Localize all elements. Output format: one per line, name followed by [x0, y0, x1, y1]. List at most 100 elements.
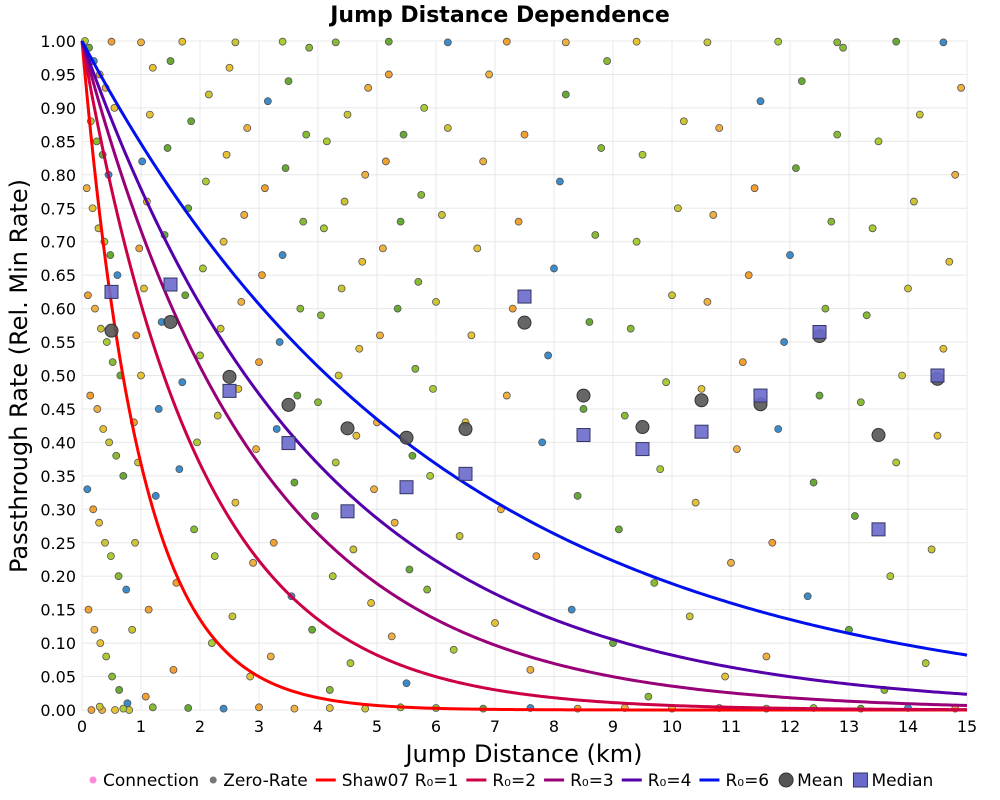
- connection-point: [514, 217, 523, 226]
- connection-point: [479, 157, 488, 166]
- connection-point: [402, 679, 411, 688]
- connection-point: [249, 558, 258, 567]
- connection-point: [325, 686, 334, 694]
- connection-point: [674, 204, 682, 213]
- connection-point: [827, 217, 836, 226]
- connection-point: [87, 706, 96, 714]
- connection-point: [768, 538, 777, 547]
- connection-point: [455, 532, 464, 540]
- connection-point: [308, 625, 317, 634]
- y-tick-labels: 0.00 0.05 0.10 0.15 0.20 0.25 0.30 0.35 0.40 0.45…: [40, 32, 76, 720]
- chart-title: Jump Distance Dependence: [328, 3, 670, 28]
- connection-point: [839, 43, 847, 52]
- connection-point: [319, 224, 328, 233]
- connection-point: [355, 344, 364, 353]
- legend-label: Zero-Rate: [223, 771, 308, 791]
- y-tick-label: 0.00: [40, 701, 76, 720]
- connection-point: [90, 625, 99, 634]
- connection-point: [644, 692, 653, 701]
- y-tick-label: 0.80: [40, 166, 76, 185]
- connection-point: [399, 130, 408, 139]
- connection-point: [408, 451, 417, 460]
- median-marker: [694, 424, 709, 439]
- legend-label: Mean: [797, 771, 843, 791]
- median-marker: [576, 428, 591, 443]
- connection-point: [933, 431, 942, 440]
- connection-point: [405, 565, 414, 574]
- connection-point: [449, 645, 458, 654]
- y-tick-label: 0.10: [40, 634, 76, 653]
- legend-label: R₀=4: [648, 771, 692, 791]
- connection-point: [343, 110, 352, 119]
- connection-point: [137, 371, 145, 380]
- legend-symbol: [778, 772, 794, 788]
- connection-point: [222, 150, 231, 159]
- legend-label: R₀=2: [492, 771, 536, 791]
- connection-point: [84, 605, 93, 614]
- mean-marker: [517, 315, 532, 330]
- connection-point: [833, 130, 842, 139]
- median-marker: [340, 504, 355, 519]
- connection-point: [538, 438, 547, 447]
- connection-point: [105, 438, 114, 447]
- median-marker: [517, 289, 532, 304]
- connection-point: [140, 284, 148, 293]
- connection-point: [115, 686, 124, 694]
- connection-point: [762, 652, 771, 661]
- connection-point: [774, 425, 783, 433]
- connection-point: [892, 37, 901, 46]
- connection-point: [603, 57, 611, 65]
- connection-point: [340, 197, 349, 206]
- connection-point: [317, 311, 325, 320]
- x-tick-label: 6: [431, 717, 441, 736]
- median-marker: [222, 383, 237, 398]
- connection-point: [83, 485, 92, 494]
- connection-point: [957, 83, 965, 92]
- connection-point: [370, 485, 378, 494]
- connection-point: [190, 525, 199, 534]
- connection-point: [561, 90, 570, 99]
- connection-point: [756, 97, 765, 106]
- connection-point: [102, 338, 111, 346]
- connection-point: [128, 625, 137, 634]
- connection-point: [679, 117, 688, 126]
- mean-marker: [576, 388, 591, 403]
- connection-point: [122, 585, 131, 594]
- connection-point: [573, 492, 582, 500]
- x-tick-labels: 0 1 2 3 4 5 6 7 8 9 10 11 12 13 14 15: [77, 717, 977, 736]
- connection-point: [290, 704, 299, 713]
- connection-point: [426, 471, 435, 480]
- grid-lines: [81, 40, 968, 711]
- legend-label: Shaw07 R₀=1: [342, 771, 459, 791]
- connection-point: [216, 324, 225, 333]
- connection-point: [443, 124, 452, 132]
- connection-point: [951, 170, 960, 179]
- connection-point: [311, 512, 319, 520]
- connection-point: [210, 552, 219, 561]
- connection-point: [868, 224, 877, 233]
- connection-point: [697, 384, 706, 393]
- connection-point: [414, 277, 423, 286]
- connection-point: [378, 244, 387, 253]
- connection-point: [107, 37, 116, 46]
- connection-point: [141, 692, 150, 701]
- x-tick-label: 4: [313, 717, 323, 736]
- connection-point: [302, 130, 311, 139]
- median-marker: [930, 368, 945, 383]
- connection-point: [361, 170, 370, 179]
- connection-point: [727, 558, 735, 567]
- connection-point: [662, 378, 670, 387]
- connection-point: [650, 578, 659, 587]
- connection-point: [193, 438, 201, 447]
- x-tick-label: 15: [957, 717, 977, 736]
- connection-point: [874, 137, 883, 146]
- connection-point: [328, 572, 337, 581]
- mean-marker: [871, 428, 886, 443]
- connection-point: [325, 704, 334, 712]
- connection-point: [91, 304, 99, 313]
- connection-point: [204, 90, 213, 99]
- curve-r0-2: [80, 40, 968, 712]
- connection-point: [237, 298, 246, 306]
- y-tick-label: 0.50: [40, 367, 76, 386]
- connection-point: [154, 405, 163, 413]
